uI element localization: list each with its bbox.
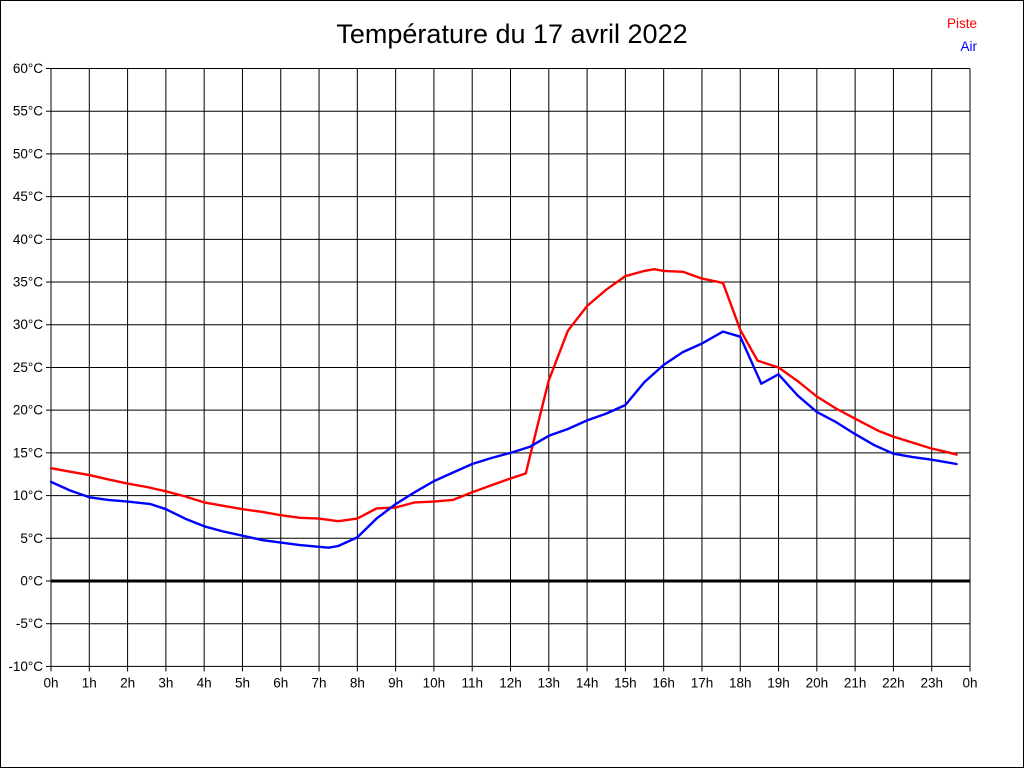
grid-lines (50, 67, 971, 667)
x-tick-label: 9h (388, 675, 403, 690)
y-tick-label: 20°C (13, 403, 43, 418)
x-tick-label: 15h (614, 675, 637, 690)
x-tick-label: 14h (576, 675, 599, 690)
y-tick-label: 15°C (13, 445, 43, 460)
x-tick-label: 10h (423, 675, 446, 690)
x-tick-label: 8h (350, 675, 365, 690)
x-tick-label: 0h (43, 675, 58, 690)
x-tick-label: 17h (691, 675, 714, 690)
series-line-air (49, 330, 958, 549)
x-tick-label: 12h (499, 675, 522, 690)
x-tick-label: 6h (273, 675, 288, 690)
y-tick-label: 55°C (13, 104, 43, 119)
series-lines (49, 268, 958, 549)
y-tick-label: 25°C (13, 360, 43, 375)
axis-ticks (46, 67, 971, 672)
x-tick-label: 18h (729, 675, 752, 690)
y-tick-label: 0°C (20, 574, 43, 589)
x-tick-label: 1h (82, 675, 97, 690)
x-tick-label: 22h (882, 675, 905, 690)
x-tick-label: 16h (652, 675, 675, 690)
legend: Piste Air (947, 12, 977, 58)
y-tick-label: 5°C (20, 531, 43, 546)
y-tick-label: 50°C (13, 146, 43, 161)
chart-title: Température du 17 avril 2022 (336, 19, 688, 49)
y-tick-label: 45°C (13, 189, 43, 204)
x-tick-label: 7h (312, 675, 327, 690)
y-tick-label: 40°C (13, 232, 43, 247)
x-tick-label: 20h (806, 675, 829, 690)
x-axis-labels: 0h 1h 2h 3h 4h 5h 6h 7h 8h 9h 10h 11h 12h 13h 14h 15h 16… (43, 675, 977, 690)
x-tick-label: 0h (962, 675, 977, 690)
legend-item-piste: Piste (946, 16, 977, 31)
y-tick-label: -5°C (16, 616, 43, 631)
y-tick-label: 35°C (13, 275, 43, 290)
x-tick-label: 23h (920, 675, 943, 690)
y-tick-label: 10°C (13, 488, 43, 503)
x-tick-label: 11h (461, 675, 483, 690)
legend-item-air: Air (960, 39, 978, 54)
y-tick-label: -10°C (8, 659, 43, 674)
x-tick-label: 5h (235, 675, 250, 690)
x-tick-label: 21h (844, 675, 867, 690)
x-tick-label: 3h (158, 675, 173, 690)
y-axis-labels: 60°C 55°C 50°C 45°C 40°C 35°C 30°C 25°C 20°C 15°C… (8, 61, 43, 674)
x-tick-label: 19h (767, 675, 790, 690)
y-tick-label: 30°C (13, 317, 43, 332)
series-line-piste (49, 268, 958, 523)
x-tick-label: 4h (197, 675, 212, 690)
y-tick-label: 60°C (13, 61, 43, 76)
x-tick-label: 13h (538, 675, 561, 690)
x-tick-label: 2h (120, 675, 135, 690)
